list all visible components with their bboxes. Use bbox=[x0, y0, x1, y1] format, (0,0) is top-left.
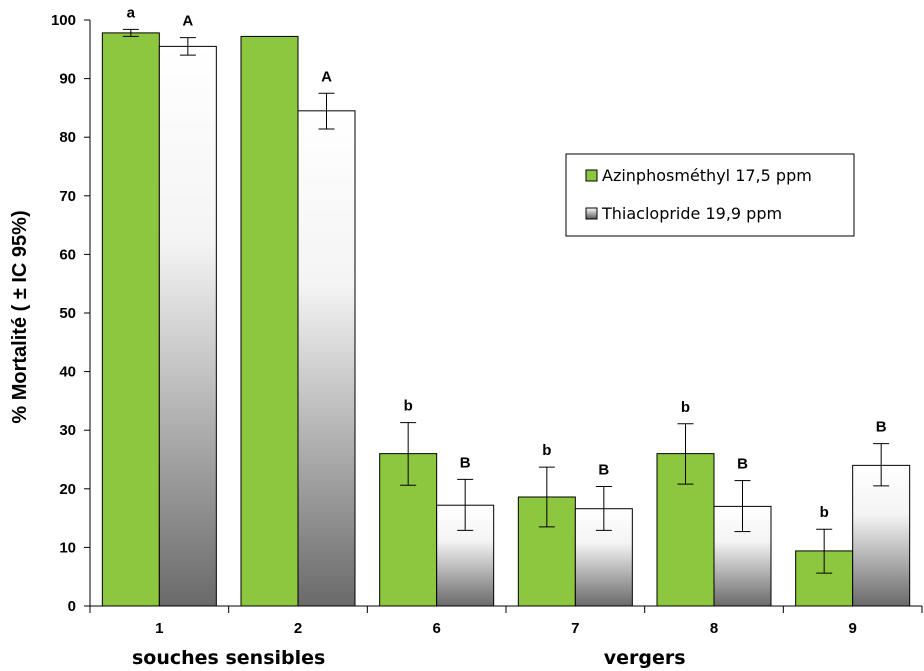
legend-entry-label: Thiaclopride 19,9 ppm bbox=[601, 204, 782, 223]
y-tick-label: 20 bbox=[59, 481, 76, 498]
category-group-label: souches sensibles bbox=[132, 647, 325, 669]
bar-thiaclopride bbox=[436, 504, 495, 607]
legend-swatch bbox=[585, 207, 598, 220]
y-tick-label: 50 bbox=[59, 305, 76, 322]
legend-entry-label: Azinphosméthyl 17,5 ppm bbox=[602, 166, 812, 185]
x-tick-label: 9 bbox=[848, 620, 856, 637]
y-tick-label: 80 bbox=[59, 129, 76, 146]
y-tick-label: 10 bbox=[59, 539, 76, 556]
bar-thiaclopride bbox=[852, 464, 911, 607]
significance-letter: A bbox=[182, 13, 193, 30]
x-tick-label: 8 bbox=[710, 620, 718, 637]
bar-azinphosmethyl bbox=[101, 32, 160, 607]
x-tick-label: 7 bbox=[571, 620, 579, 637]
y-tick-label: 60 bbox=[59, 246, 76, 263]
significance-letter: b bbox=[681, 399, 690, 416]
bars bbox=[101, 32, 911, 607]
significance-letter: B bbox=[460, 454, 471, 471]
y-tick-label: 100 bbox=[51, 12, 76, 29]
significance-letter: b bbox=[542, 442, 551, 459]
significance-letter: B bbox=[737, 456, 748, 473]
legend-box bbox=[565, 153, 855, 237]
x-tick-label: 6 bbox=[432, 620, 440, 637]
y-tick-label: 70 bbox=[59, 188, 76, 205]
bar-azinphosmethyl bbox=[240, 35, 299, 607]
significance-letter: b bbox=[820, 504, 829, 521]
significance-letter: B bbox=[598, 461, 609, 478]
x-axis: 1 2 6 7 8 9 souches sensibles vergers bbox=[89, 605, 923, 669]
x-tick-label: 1 bbox=[155, 620, 163, 637]
legend: Azinphosméthyl 17,5 ppm Thiaclopride 19,9… bbox=[565, 153, 855, 237]
y-axis-label: % Mortalité ( ± IC 95%) bbox=[9, 210, 31, 423]
legend-swatch bbox=[585, 169, 598, 182]
y-tick-label: 90 bbox=[59, 71, 76, 88]
y-tick-label: 0 bbox=[68, 598, 76, 615]
significance-letters: a b b b b A A B B B B bbox=[127, 4, 887, 521]
significance-letter: B bbox=[876, 419, 887, 436]
y-tick-label: 40 bbox=[59, 364, 76, 381]
x-tick-label: 2 bbox=[294, 620, 302, 637]
bar-thiaclopride bbox=[158, 45, 217, 607]
bar-thiaclopride bbox=[297, 110, 356, 607]
category-group-label: vergers bbox=[604, 647, 686, 669]
y-axis: 0 10 20 30 40 50 60 70 80 90 100 bbox=[51, 12, 91, 615]
significance-letter: b bbox=[404, 398, 413, 415]
significance-letter: a bbox=[127, 4, 136, 21]
y-tick-label: 30 bbox=[59, 422, 76, 439]
significance-letter: A bbox=[321, 68, 332, 85]
error-bars bbox=[122, 28, 890, 574]
